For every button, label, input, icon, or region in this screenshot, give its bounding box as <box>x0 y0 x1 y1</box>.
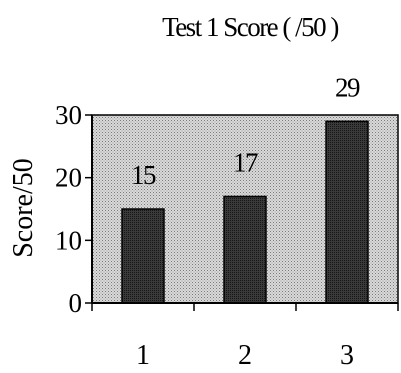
x-tick-label-2: 2 <box>238 340 252 368</box>
data-label-3: 29 <box>335 72 360 102</box>
data-label-1: 15 <box>131 160 156 190</box>
data-labels-group: 15 17 29 <box>131 72 362 190</box>
y-tick-label-0: 0 <box>69 288 83 318</box>
data-label-2: 17 <box>233 147 258 177</box>
x-tick-label-3: 3 <box>340 340 354 368</box>
bar-1 <box>121 208 165 304</box>
y-tick-label-20: 20 <box>55 163 82 193</box>
bar-2 <box>223 195 267 304</box>
chart-title: Test 1 Score ( /50 ) <box>162 12 338 42</box>
y-tick-label-30: 30 <box>55 100 82 130</box>
x-ticks-group: 1 2 3 <box>91 303 399 371</box>
y-axis-label: Score/50 <box>8 158 39 258</box>
y-tick-label-10: 10 <box>55 225 82 255</box>
x-tick-label-1: 1 <box>136 340 150 368</box>
y-ticks-group: 0 10 20 30 <box>55 100 92 318</box>
bars-group <box>121 120 369 304</box>
bar-3 <box>325 120 369 304</box>
